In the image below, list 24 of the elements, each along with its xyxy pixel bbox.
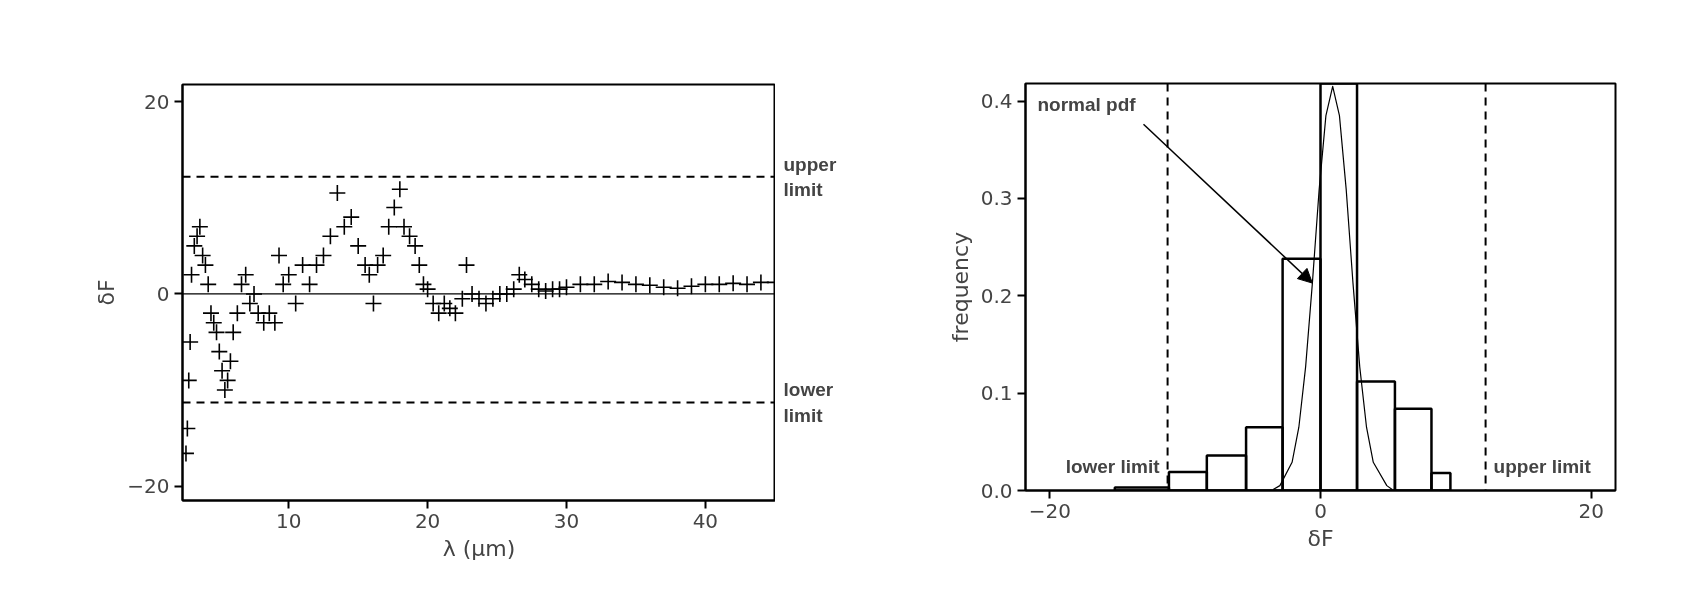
x-tick-label: 20 (1578, 498, 1604, 523)
x-tick-label: 20 (414, 508, 441, 533)
y-tick-label: 0 (156, 281, 170, 306)
annotation: normal pdf (1037, 93, 1137, 115)
y-axis-title: frequency (947, 231, 973, 343)
x-axis-title: δF (1307, 525, 1334, 551)
x-tick-label: 30 (553, 508, 580, 533)
y-tick-label: 0.0 (980, 478, 1013, 503)
y-tick-label: 0.1 (980, 381, 1013, 406)
y-tick-label: 0.2 (980, 283, 1013, 308)
y-tick-label: 0.4 (980, 89, 1013, 114)
x-tick-label: 0 (1314, 498, 1327, 523)
y-axis-title: δF (94, 279, 120, 306)
x-tick-label: 10 (276, 508, 302, 533)
ref-line-label: upper limit (1493, 455, 1592, 477)
x-tick-label: 40 (692, 508, 719, 533)
y-tick-label: −20 (127, 474, 170, 499)
ref-line-label: lower limit (783, 379, 834, 426)
ref-line-label: upper limit (783, 153, 837, 200)
ref-line-label: lower limit (1065, 455, 1161, 477)
y-tick-label: 20 (144, 89, 170, 114)
x-axis-title: λ (μm) (442, 535, 516, 561)
x-tick-label: −20 (1028, 498, 1071, 523)
y-tick-label: 0.3 (980, 186, 1013, 211)
